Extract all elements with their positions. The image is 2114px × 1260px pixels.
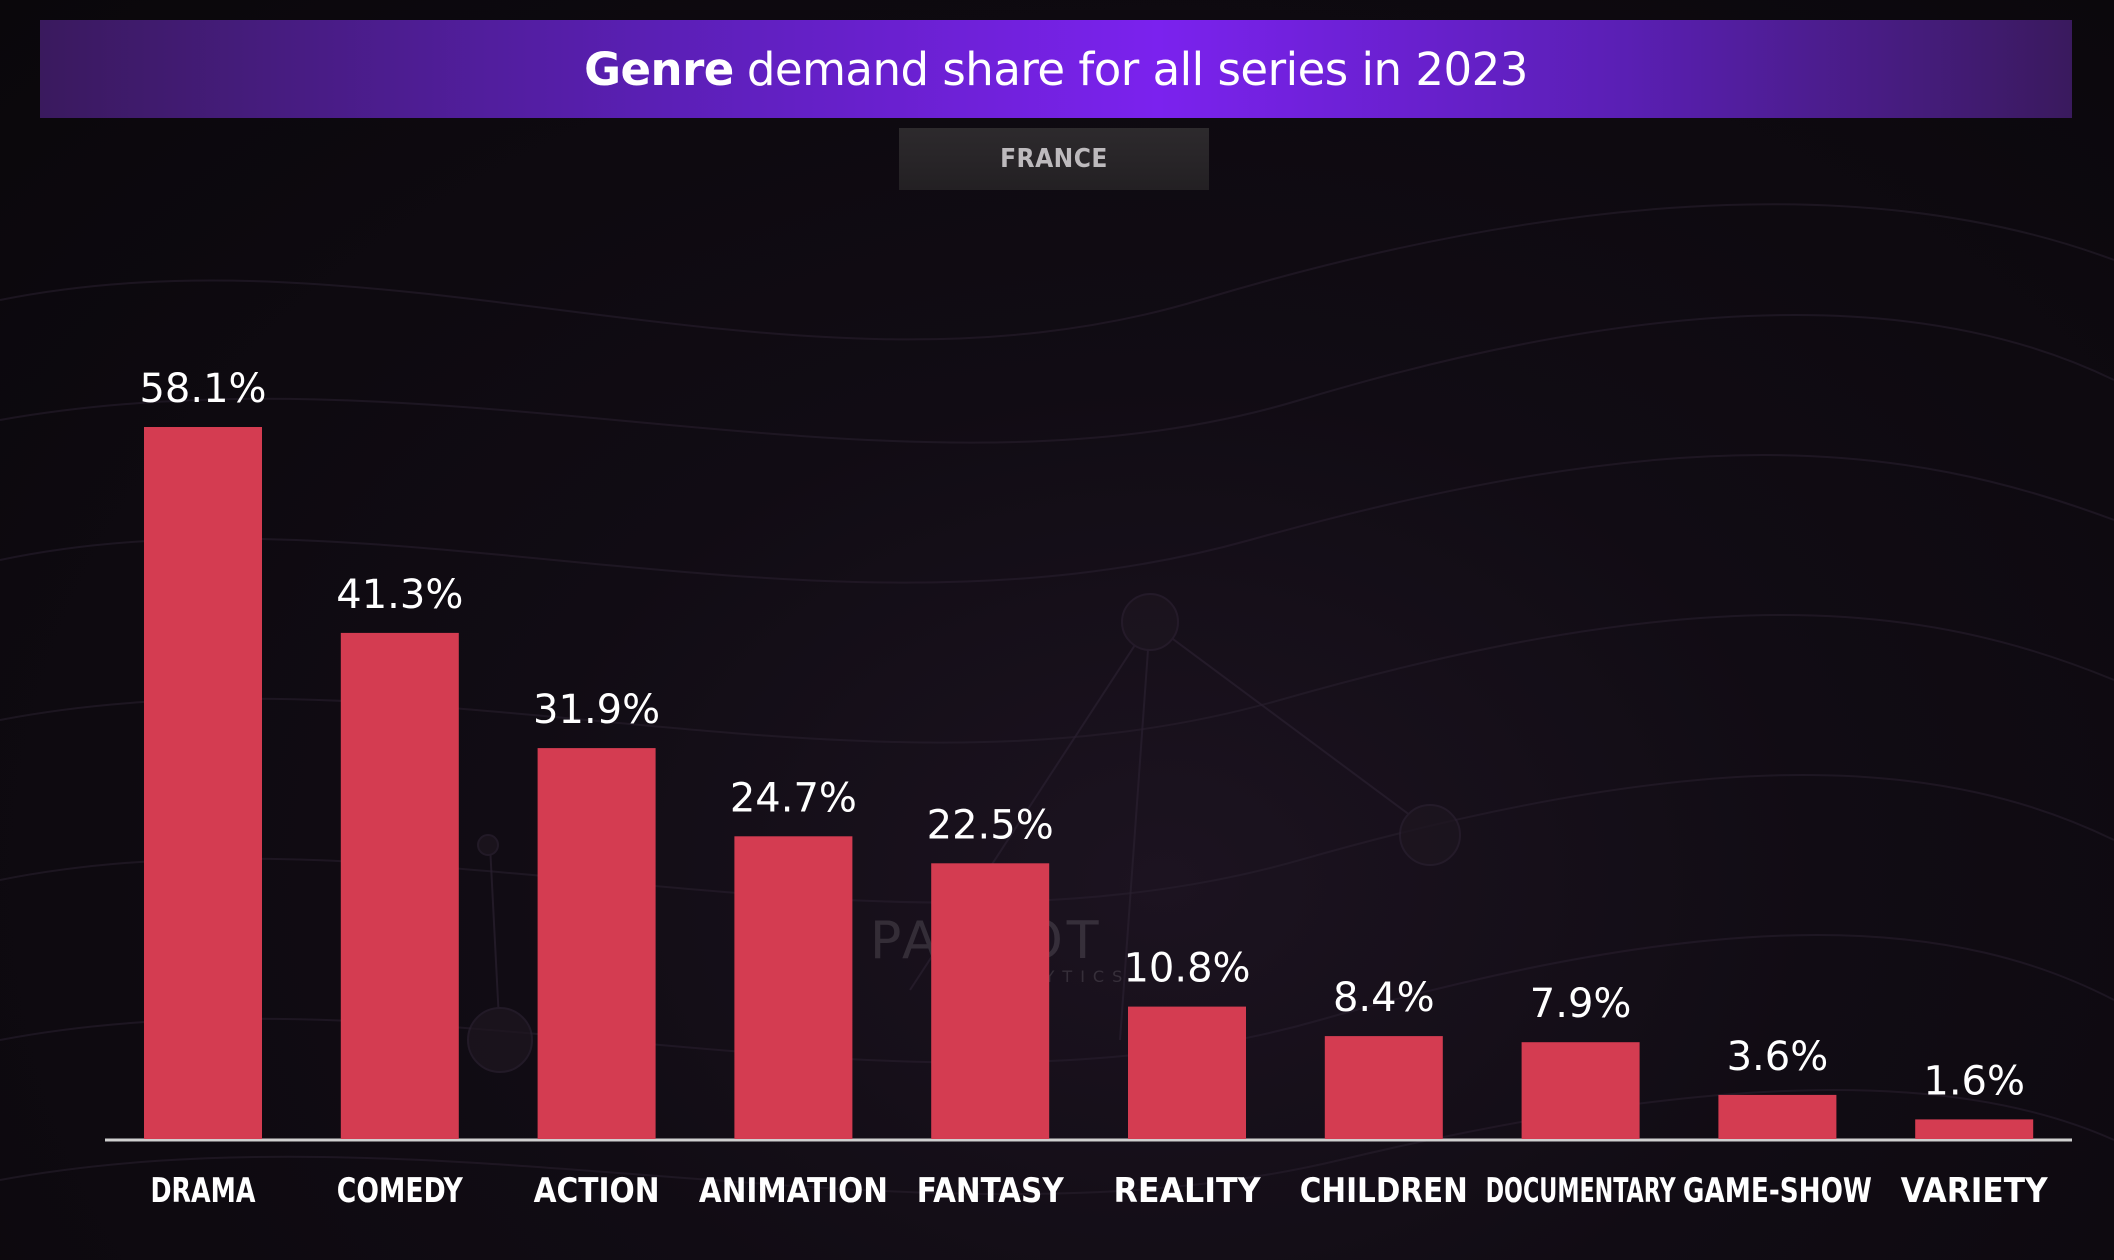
bar-animation: [734, 836, 853, 1139]
category-label-children: CHILDREN: [1300, 1171, 1468, 1211]
category-label-fantasy: FANTASY: [917, 1171, 1065, 1211]
bar-comedy: [340, 632, 459, 1139]
category-label-documentary: DOCUMENTARY: [1486, 1171, 1677, 1211]
bar-game-show: [1718, 1094, 1837, 1139]
bar-documentary: [1521, 1042, 1640, 1139]
value-label-comedy: 41.3%: [336, 572, 463, 618]
region-filter-label: FRANCE: [899, 128, 1209, 190]
category-label-game-show: GAME-SHOW: [1683, 1171, 1872, 1211]
region-label: FRANCE: [1000, 144, 1108, 174]
category-label-animation: ANIMATION: [699, 1171, 888, 1211]
bar-drama: [144, 427, 262, 1139]
chart-title-bold: Genre: [584, 42, 734, 96]
bar-action: [537, 748, 656, 1139]
value-label-drama: 58.1%: [139, 366, 266, 412]
category-label-drama: DRAMA: [151, 1171, 256, 1211]
value-label-children: 8.4%: [1333, 975, 1435, 1021]
category-label-variety: VARIETY: [1901, 1171, 2049, 1211]
value-label-reality: 10.8%: [1123, 946, 1250, 992]
value-label-variety: 1.6%: [1923, 1058, 2025, 1104]
chart-title-bar: Genre demand share for all series in 202…: [40, 20, 2072, 118]
value-label-documentary: 7.9%: [1530, 981, 1632, 1027]
bar-reality: [1128, 1006, 1246, 1139]
value-label-action: 31.9%: [533, 687, 660, 733]
bar-children: [1324, 1036, 1443, 1139]
value-label-game-show: 3.6%: [1727, 1034, 1829, 1080]
bar-variety: [1915, 1119, 2034, 1139]
chart-title-text: demand share for all series in 2023: [746, 42, 1529, 96]
category-label-comedy: COMEDY: [337, 1171, 464, 1211]
category-label-reality: REALITY: [1114, 1171, 1262, 1211]
category-label-action: ACTION: [534, 1171, 660, 1211]
value-label-animation: 24.7%: [730, 775, 857, 821]
bar-fantasy: [931, 863, 1050, 1139]
value-label-fantasy: 22.5%: [927, 802, 1054, 848]
